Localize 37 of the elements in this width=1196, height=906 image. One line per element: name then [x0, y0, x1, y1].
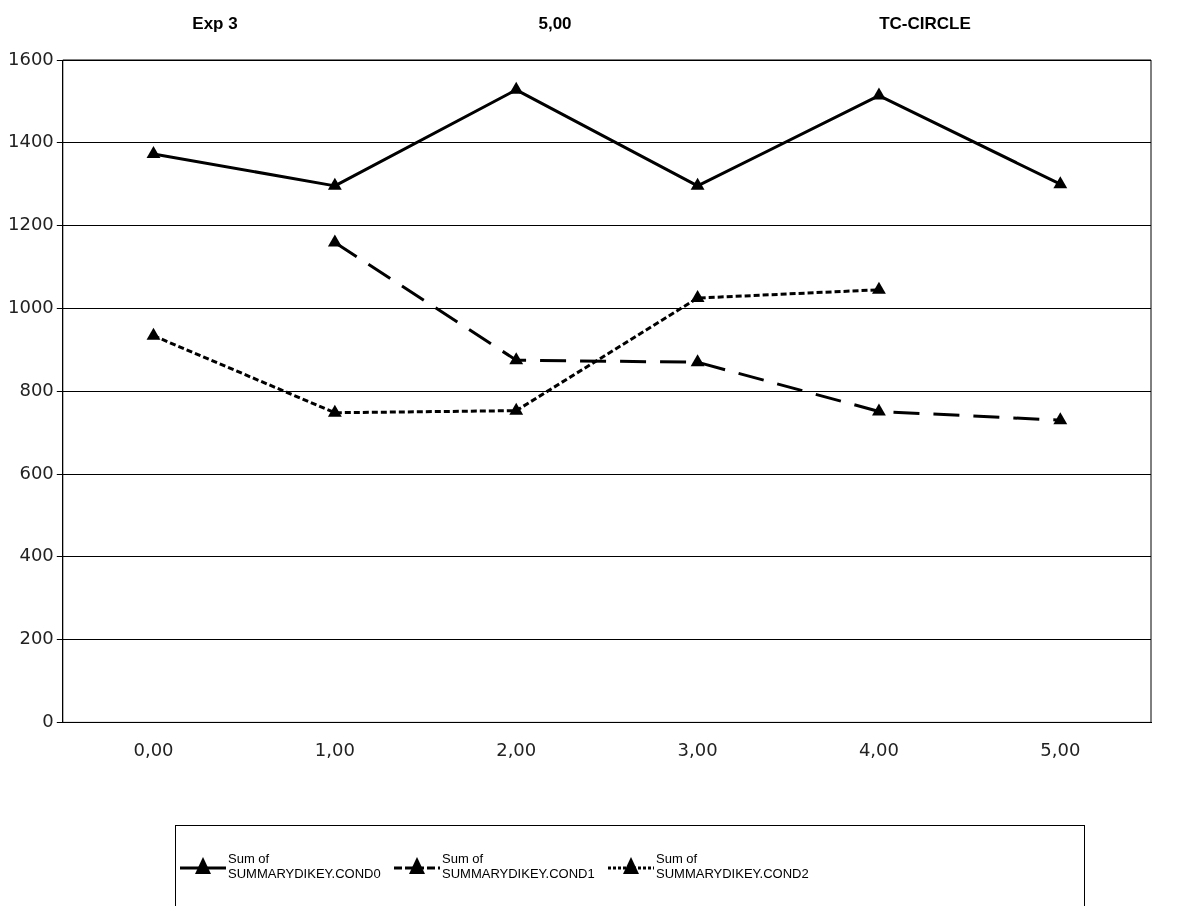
point: [872, 87, 886, 100]
point: [327, 234, 342, 247]
text: TC-CIRCLE: [879, 14, 971, 34]
y-tick-label: 0: [42, 710, 54, 732]
x-tick-label: 5,00: [1040, 738, 1081, 760]
point: [146, 327, 161, 340]
x-tick-label: 3,00: [677, 738, 718, 760]
legend-label: Sum of SUMMARYDIKEY.COND1: [442, 851, 596, 881]
point: [690, 354, 705, 367]
point: [509, 402, 524, 415]
point: [509, 352, 524, 365]
point: [509, 81, 524, 94]
point: [146, 145, 161, 158]
y-tick-label: 1400: [8, 130, 54, 152]
y-tick-label: 800: [19, 378, 54, 400]
point: [1053, 176, 1068, 189]
x-tick-label: 2,00: [496, 738, 537, 760]
point: [327, 177, 342, 190]
y-tick-label: 1000: [8, 296, 54, 318]
y-tick-label: 1200: [8, 213, 54, 235]
point: [327, 404, 342, 417]
y-tick-label: 400: [19, 544, 54, 566]
x-tick-label: 0,00: [133, 738, 174, 760]
x-tick-label: 1,00: [314, 738, 355, 760]
point: [690, 290, 705, 303]
legend-label: Sum of SUMMARYDIKEY.COND2: [656, 851, 810, 881]
point: [872, 281, 886, 294]
x-tick-label: 4,00: [858, 738, 899, 760]
text: 5,00: [538, 14, 572, 34]
y-tick-label: 200: [19, 627, 54, 649]
chart-title: Exp 3: [192, 14, 238, 34]
point: [872, 403, 886, 416]
y-tick-label: 600: [19, 461, 54, 483]
legend-label: Sum of SUMMARYDIKEY.COND0: [228, 851, 382, 881]
point: [1053, 412, 1068, 425]
point: [690, 177, 705, 190]
y-tick-label: 1600: [8, 47, 54, 69]
